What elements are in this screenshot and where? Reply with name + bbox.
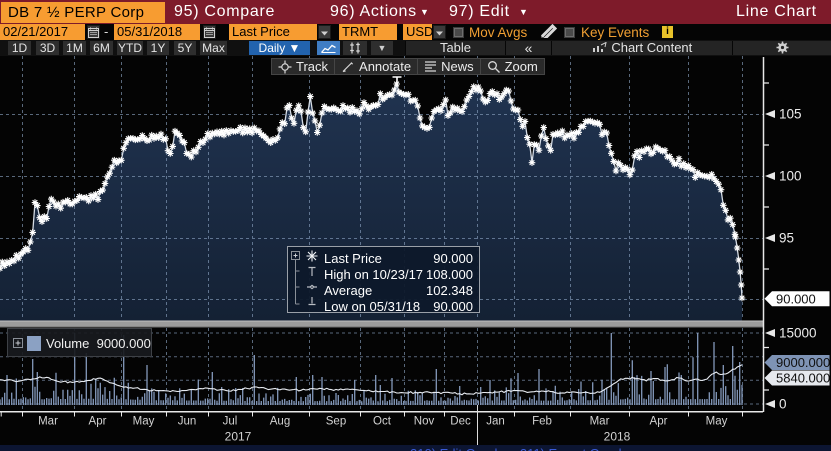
- svg-text:5840.000: 5840.000: [776, 371, 830, 386]
- svg-text:Sep: Sep: [326, 416, 346, 428]
- svg-text:100: 100: [779, 169, 802, 184]
- svg-text:Jan: Jan: [486, 416, 505, 428]
- svg-text:Dec: Dec: [450, 416, 471, 428]
- svg-text:2017: 2017: [225, 430, 252, 444]
- svg-text:2018: 2018: [604, 430, 631, 444]
- svg-text:90.000: 90.000: [776, 291, 816, 306]
- svg-text:Oct: Oct: [373, 416, 392, 428]
- svg-text:Feb: Feb: [532, 416, 552, 428]
- svg-text:9000.000: 9000.000: [776, 355, 830, 370]
- svg-text:Mar: Mar: [38, 416, 58, 428]
- svg-text:Apr: Apr: [89, 416, 107, 428]
- svg-text:Mar: Mar: [590, 416, 610, 428]
- svg-text:95: 95: [779, 231, 794, 246]
- svg-text:Aug: Aug: [270, 416, 290, 428]
- svg-text:May: May: [706, 416, 728, 428]
- svg-text:Jun: Jun: [178, 416, 197, 428]
- svg-text:May: May: [133, 416, 155, 428]
- svg-text:15000: 15000: [779, 326, 817, 341]
- svg-text:Nov: Nov: [414, 416, 435, 428]
- svg-text:Apr: Apr: [650, 416, 668, 428]
- svg-text:Jul: Jul: [223, 416, 238, 428]
- svg-text:0: 0: [779, 397, 787, 412]
- svg-text:105: 105: [779, 107, 802, 122]
